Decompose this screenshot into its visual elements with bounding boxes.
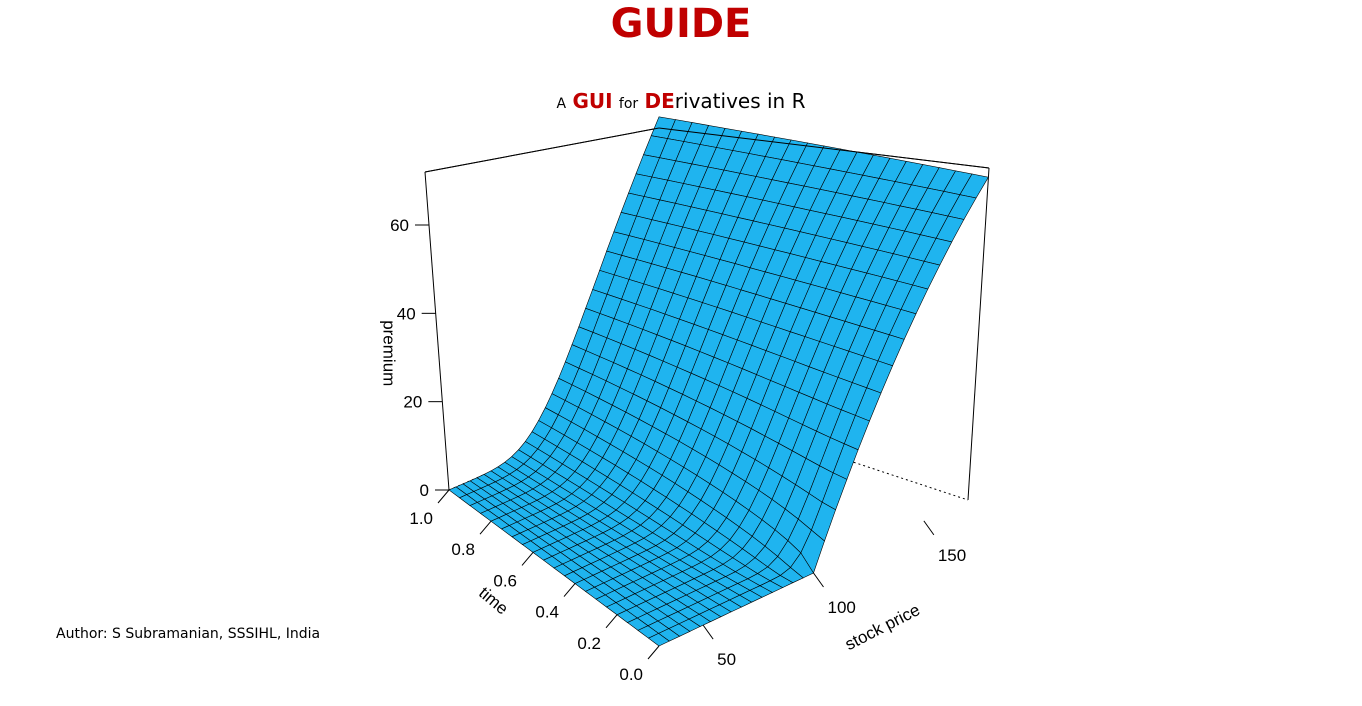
box-edge-right-vertical [967,167,990,501]
y-tick-label: 0.6 [493,571,517,590]
y-tick [521,552,534,566]
subtitle: A GUI for DErivatives in R [0,88,1362,117]
subtitle-gui: GUI [572,89,613,113]
y-tick-label: 0.0 [619,665,643,684]
z-tick-label: 20 [403,393,422,412]
x-tick-label: 50 [717,650,736,669]
box-edge-back-bottom-right [658,397,969,501]
y-tick [647,645,660,660]
box-edge-left-vertical [424,171,450,491]
page-title: GUIDE [610,1,752,47]
subtitle-rest: rivatives in R [674,89,806,113]
subtitle-de: DE [644,89,675,113]
x-tick [813,572,824,588]
surface-cell [647,633,670,647]
author-credit: Author: S Subramanian, SSSIHL, India [56,626,321,642]
z-axis-label: premium [380,320,399,386]
z-tick-label: 40 [397,304,416,323]
y-tick-label: 1.0 [409,509,433,528]
z-tick-label: 0 [420,481,429,500]
bounding-box-front [424,127,990,173]
x-tick [702,624,714,640]
y-tick [563,583,576,597]
y-tick-label: 0.4 [535,603,559,622]
y-tick-label: 0.2 [577,634,601,653]
box-edge-top-front-right [658,127,990,169]
y-tick [605,614,618,629]
x-tick-label: 100 [828,598,856,617]
subtitle-a: A [556,96,567,112]
x-tick [923,520,935,536]
y-tick [437,489,450,504]
y-tick [479,520,492,535]
z-tick-label: 60 [390,216,409,235]
premium-surface [448,116,989,647]
subtitle-for: for [618,96,639,112]
y-tick-label: 0.8 [451,540,475,559]
x-tick-label: 150 [938,546,966,565]
box-edge-top-front-left [424,127,660,173]
